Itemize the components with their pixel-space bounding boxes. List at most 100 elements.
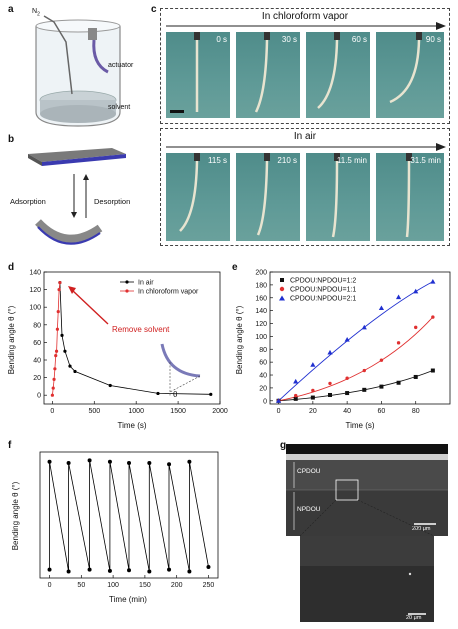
data-point xyxy=(413,374,418,379)
frame-time-label: 31.5 min xyxy=(410,156,441,165)
y-tick-label: 100 xyxy=(255,334,267,341)
data-point xyxy=(50,393,54,397)
data-point xyxy=(345,376,349,380)
data-point xyxy=(147,569,152,574)
y-tick-label: 200 xyxy=(255,270,267,277)
x-tick-label: 1000 xyxy=(128,408,144,415)
y-axis-label: Bending angle θ (°) xyxy=(235,305,244,374)
frame-bottom-2: 210 s xyxy=(236,153,300,241)
actuator-strip-image xyxy=(389,32,422,104)
plot-frame xyxy=(39,451,219,579)
data-point xyxy=(187,459,192,464)
frame-time-label: 115 s xyxy=(208,156,227,165)
data-point xyxy=(51,386,55,390)
y-tick-label: 40 xyxy=(259,373,267,380)
data-point xyxy=(209,392,213,396)
data-point xyxy=(87,567,92,572)
x-tick-label: 150 xyxy=(139,582,151,589)
y-tick-label: 20 xyxy=(33,375,41,382)
frame-time-label: 0 s xyxy=(216,35,227,44)
y-tick-label: 80 xyxy=(33,322,41,329)
x-tick-label: 0 xyxy=(48,582,52,589)
series-line-1 xyxy=(52,282,61,396)
frame-time-label: 210 s xyxy=(277,156,297,165)
sem-image-bottom: 20 μm xyxy=(300,536,434,622)
legend-label-1-2: CPDOU:NPDOU=1:2 xyxy=(290,278,356,285)
data-point xyxy=(167,567,172,572)
frame-bottom-3: 11.5 min xyxy=(306,153,370,241)
x-axis-label: Time (min) xyxy=(109,595,147,604)
data-point xyxy=(66,460,71,465)
panel-c-top-box xyxy=(160,8,450,124)
data-point xyxy=(56,310,60,314)
y-tick-label: 40 xyxy=(33,358,41,365)
frame-time-label: 90 s xyxy=(425,35,441,44)
gas-label: N2 xyxy=(32,8,40,18)
layer-label-cpdou: CPDOU xyxy=(297,468,321,475)
frame-bottom-1: 115 s xyxy=(166,153,230,241)
x-tick-label: 1500 xyxy=(170,408,186,415)
x-tick-label: 0 xyxy=(50,408,54,415)
data-point xyxy=(206,565,211,570)
panel-c-bottom-title: In air xyxy=(293,131,317,142)
x-tick-label: 20 xyxy=(309,408,317,415)
actuator-strip-image xyxy=(256,153,270,236)
y-axis-label: Bending angle θ (°) xyxy=(7,305,16,374)
data-point xyxy=(107,568,112,573)
data-point xyxy=(396,380,401,385)
x-tick-label: 0 xyxy=(277,408,281,415)
y-tick-label: 160 xyxy=(255,295,267,302)
data-point xyxy=(127,568,131,573)
panel-c-bottom-arrow xyxy=(166,143,446,151)
inset-bent-strip xyxy=(160,343,201,378)
data-point xyxy=(63,349,67,353)
data-point xyxy=(107,459,112,464)
inset-tangent xyxy=(169,375,201,393)
panel-c-top-title: In chloroform vapor xyxy=(261,11,349,22)
x-tick-label: 60 xyxy=(378,408,386,415)
data-point xyxy=(327,349,333,355)
data-point xyxy=(345,391,350,396)
panel-e-label: e xyxy=(232,262,238,273)
y-tick-label: 80 xyxy=(259,347,267,354)
legend-label-2-1: CPDOU:NPDOU=2:1 xyxy=(290,296,356,303)
desorption-label: Desorption xyxy=(94,197,131,206)
y-tick-label: 120 xyxy=(255,321,267,328)
data-point xyxy=(167,462,172,467)
y-tick-label: 120 xyxy=(29,287,41,294)
data-point xyxy=(294,393,298,398)
chart-d: 0 500 1000 1500 2000 0 20 40 60 80 100 120 140 Bendi… xyxy=(7,270,228,431)
x-axis-label: Time (s) xyxy=(345,421,374,430)
data-point xyxy=(328,392,332,397)
data-point xyxy=(293,378,299,384)
x-tick-label: 80 xyxy=(412,408,420,415)
panel-d-label: d xyxy=(8,262,15,273)
sem-image-top: CPDOU NPDOU 200 μm xyxy=(286,444,448,536)
data-point xyxy=(362,387,367,392)
data-point xyxy=(413,288,419,294)
x-tick-label: 40 xyxy=(343,408,351,415)
data-point xyxy=(58,280,62,285)
frame-time-label: 60 s xyxy=(351,35,367,44)
data-point xyxy=(187,569,192,574)
scale-label-200: 200 μm xyxy=(412,526,431,532)
y-axis-label: Bending angle θ (°) xyxy=(11,481,20,550)
frame-top-1: 0 s xyxy=(166,32,230,118)
data-point xyxy=(430,368,435,373)
panel-c-bottom-box xyxy=(160,128,450,246)
legend-marker-vapor xyxy=(125,289,129,293)
data-point xyxy=(414,325,418,330)
y-tick-label: 100 xyxy=(29,305,41,312)
legend-marker-1-1 xyxy=(279,286,285,292)
frame-top-2: 30 s xyxy=(236,32,300,118)
actuator-strip-image xyxy=(331,153,340,238)
data-point xyxy=(53,367,57,371)
actuator-strip-image xyxy=(194,32,200,112)
scale-label-20: 20 μm xyxy=(406,615,422,621)
panel-c-label: c xyxy=(151,4,157,15)
y-tick-label: 180 xyxy=(255,282,267,289)
actuator-strip-image xyxy=(179,153,200,232)
data-point xyxy=(55,327,60,331)
data-point xyxy=(362,368,366,373)
actuator-strip-image xyxy=(405,153,412,238)
